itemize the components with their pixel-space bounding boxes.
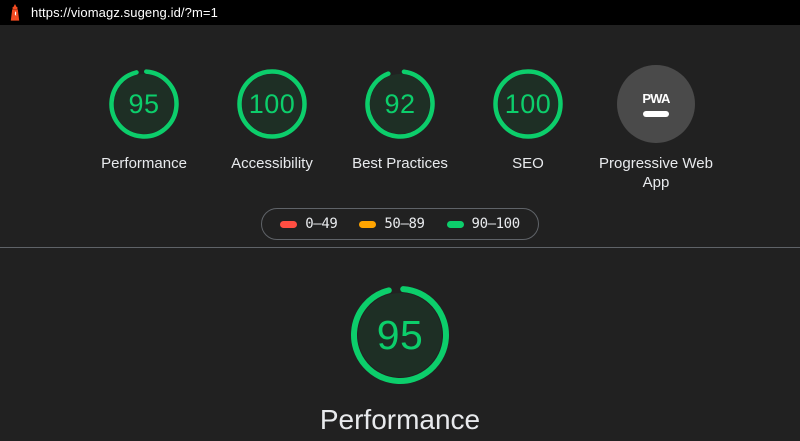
gauge-label: Best Practices [352,155,448,172]
gauge-ring-seo: 100 [489,65,567,143]
gauge-label: Performance [101,155,187,172]
lighthouse-icon [8,4,22,21]
gauge-value: 100 [248,88,296,119]
score-gauge-best-practices[interactable]: 92 Best Practices [336,65,464,173]
gauge-ring-performance: 95 [105,65,183,143]
report-body: 95 Performance 100 Accessibility [0,25,800,441]
pwa-text: PWA [642,91,670,106]
gauge-value: 92 [384,88,416,119]
gauge-label: Progressive Web App [599,155,713,191]
legend-item-pass: 90–100 [446,216,521,232]
section-divider [0,247,800,248]
url-text: https://viomagz.sugeng.id/?m=1 [31,5,218,20]
legend-item-fail: 0–49 [280,216,338,232]
legend-label-average: 50–89 [384,216,425,232]
featured-gauge-ring[interactable]: 95 [345,280,455,390]
featured-score-section: 95 Performance [0,248,800,441]
score-legend: 0–49 50–89 90–100 [261,208,539,240]
legend-swatch-average-icon [359,220,377,228]
score-gauge-seo[interactable]: 100 SEO [464,65,592,173]
featured-gauge-label: Performance [319,404,481,435]
url-bar: https://viomagz.sugeng.id/?m=1 [0,0,800,25]
legend-wrap: 0–49 50–89 90–100 [0,208,800,240]
gauge-ring-accessibility: 100 [233,65,311,143]
gauge-label: Accessibility [231,155,313,172]
legend-label-fail: 0–49 [305,216,338,232]
legend-swatch-pass-icon [446,220,464,228]
pwa-dash-icon [643,111,669,117]
legend-label-pass: 90–100 [471,216,521,232]
score-gauge-performance[interactable]: 95 Performance [80,65,208,173]
gauge-ring-best-practices: 92 [361,65,439,143]
pwa-badge-icon: PWA [617,65,695,143]
scores-section: 95 Performance 100 Accessibility [0,25,800,247]
score-badge-pwa[interactable]: PWA Progressive Web App [592,65,720,192]
gauges-row: 95 Performance 100 Accessibility [0,25,800,192]
legend-swatch-fail-icon [280,220,298,228]
featured-gauge-value: 95 [376,311,424,358]
legend-item-average: 50–89 [359,216,425,232]
gauge-value: 100 [504,88,552,119]
gauge-value: 95 [128,88,160,119]
gauge-label: SEO [512,155,544,172]
score-gauge-accessibility[interactable]: 100 Accessibility [208,65,336,173]
